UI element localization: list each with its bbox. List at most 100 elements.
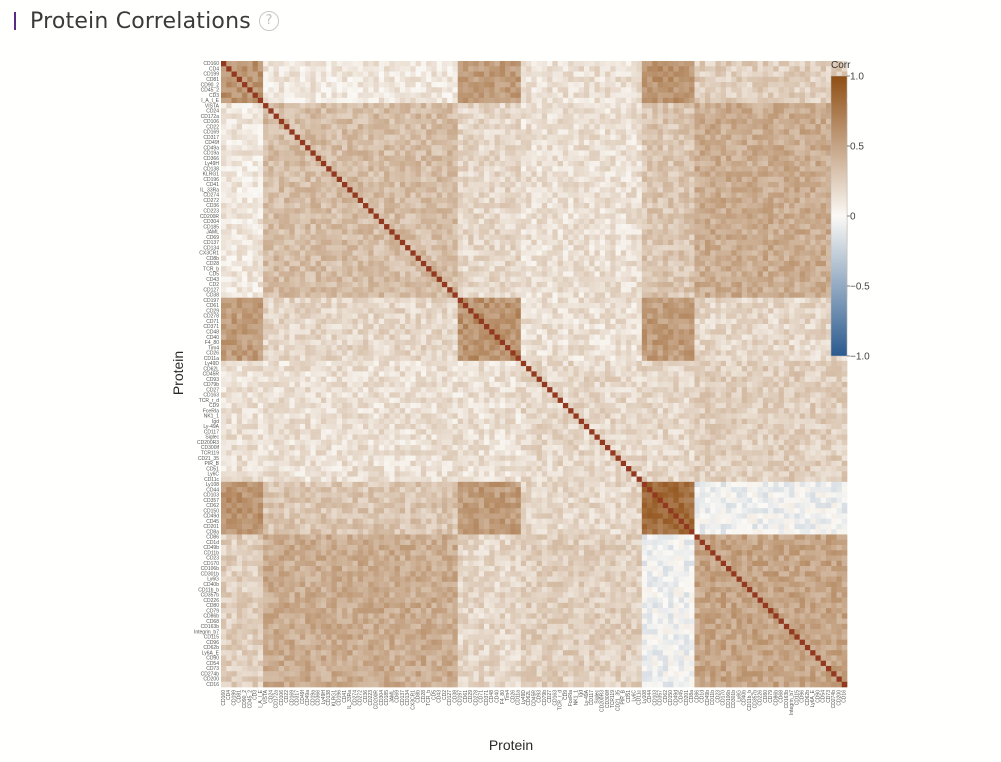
heatmap-cell[interactable]: [689, 271, 695, 278]
heatmap-cell[interactable]: [783, 224, 790, 230]
heatmap-cell[interactable]: [647, 271, 653, 278]
heatmap-cell[interactable]: [657, 139, 664, 146]
heatmap-cell[interactable]: [610, 129, 616, 135]
heatmap-cell[interactable]: [289, 203, 295, 209]
heatmap-cell[interactable]: [526, 124, 532, 130]
heatmap-cell[interactable]: [526, 71, 532, 78]
heatmap-cell[interactable]: [594, 229, 601, 235]
heatmap-cell[interactable]: [378, 208, 385, 214]
heatmap-cell[interactable]: [804, 234, 811, 241]
heatmap-cell[interactable]: [468, 192, 474, 199]
heatmap-cell[interactable]: [242, 113, 248, 120]
heatmap-cell[interactable]: [694, 103, 701, 109]
heatmap-cell[interactable]: [363, 266, 369, 272]
heatmap-cell[interactable]: [341, 145, 348, 151]
heatmap-cell[interactable]: [278, 181, 285, 188]
heatmap-cell[interactable]: [678, 92, 685, 99]
heatmap-cell[interactable]: [310, 192, 317, 199]
heatmap-cell[interactable]: [320, 124, 327, 130]
heatmap-cell[interactable]: [394, 61, 401, 67]
heatmap-cell[interactable]: [294, 145, 301, 151]
heatmap-cell[interactable]: [315, 66, 322, 72]
heatmap-cell[interactable]: [431, 92, 438, 99]
heatmap-cell[interactable]: [494, 192, 501, 199]
heatmap-cell[interactable]: [747, 160, 753, 167]
heatmap-cell[interactable]: [783, 266, 790, 272]
heatmap-cell[interactable]: [331, 129, 338, 135]
heatmap-cell[interactable]: [583, 150, 590, 157]
heatmap-cell[interactable]: [499, 276, 506, 283]
heatmap-cell[interactable]: [368, 271, 374, 278]
heatmap-cell[interactable]: [394, 266, 401, 272]
heatmap-cell[interactable]: [520, 103, 527, 109]
heatmap-cell[interactable]: [242, 203, 248, 209]
heatmap-cell[interactable]: [594, 108, 601, 114]
heatmap-cell[interactable]: [599, 213, 606, 220]
heatmap-cell[interactable]: [757, 255, 764, 262]
heatmap-cell[interactable]: [363, 203, 369, 209]
heatmap-cell[interactable]: [520, 97, 527, 104]
heatmap-cell[interactable]: [594, 245, 601, 251]
heatmap-cell[interactable]: [547, 61, 553, 67]
heatmap-cell[interactable]: [420, 218, 427, 225]
heatmap-cell[interactable]: [499, 245, 506, 251]
heatmap-cell[interactable]: [694, 266, 701, 272]
heatmap-cell[interactable]: [536, 234, 543, 241]
heatmap-cell[interactable]: [410, 213, 416, 220]
heatmap-cell[interactable]: [373, 234, 380, 241]
heatmap-cell[interactable]: [268, 234, 274, 241]
heatmap-cell[interactable]: [626, 171, 632, 178]
heatmap-cell[interactable]: [320, 208, 327, 214]
heatmap-cell[interactable]: [441, 129, 448, 135]
heatmap-cell[interactable]: [457, 61, 464, 67]
heatmap-cell[interactable]: [541, 160, 548, 167]
heatmap-cell[interactable]: [431, 255, 438, 262]
heatmap-cell[interactable]: [426, 155, 432, 162]
heatmap-cell[interactable]: [520, 208, 527, 214]
heatmap-cell[interactable]: [810, 234, 816, 241]
heatmap-cell[interactable]: [825, 150, 832, 157]
heatmap-cell[interactable]: [668, 229, 674, 235]
heatmap-cell[interactable]: [594, 71, 601, 78]
heatmap-cell[interactable]: [631, 255, 637, 262]
heatmap-cell[interactable]: [605, 92, 611, 99]
heatmap-cell[interactable]: [499, 150, 506, 157]
heatmap-cell[interactable]: [326, 97, 332, 104]
heatmap-cell[interactable]: [452, 266, 459, 272]
heatmap-cell[interactable]: [226, 266, 232, 272]
heatmap-cell[interactable]: [252, 218, 259, 225]
heatmap-cell[interactable]: [573, 61, 580, 67]
heatmap-cell[interactable]: [384, 260, 390, 267]
heatmap-cell[interactable]: [410, 203, 416, 209]
heatmap-cell[interactable]: [373, 82, 380, 88]
heatmap-cell[interactable]: [583, 229, 590, 235]
heatmap-cell[interactable]: [804, 103, 811, 109]
heatmap-cell[interactable]: [331, 113, 338, 120]
heatmap-cell[interactable]: [631, 234, 637, 241]
heatmap-cell[interactable]: [757, 245, 764, 251]
heatmap-cell[interactable]: [726, 187, 732, 193]
heatmap-cell[interactable]: [320, 213, 327, 220]
heatmap-cell[interactable]: [552, 103, 559, 109]
heatmap-cell[interactable]: [804, 245, 811, 251]
heatmap-cell[interactable]: [236, 208, 243, 214]
heatmap-cell[interactable]: [683, 82, 690, 88]
heatmap-cell[interactable]: [252, 229, 259, 235]
heatmap-cell[interactable]: [583, 255, 590, 262]
heatmap-cell[interactable]: [341, 197, 348, 204]
heatmap-cell[interactable]: [694, 245, 701, 251]
heatmap-cell[interactable]: [599, 166, 606, 172]
heatmap-cell[interactable]: [547, 66, 553, 72]
heatmap-cell[interactable]: [657, 266, 664, 272]
heatmap-cell[interactable]: [510, 134, 516, 141]
heatmap-cell[interactable]: [589, 160, 595, 167]
heatmap-cell[interactable]: [704, 250, 711, 256]
heatmap-cell[interactable]: [683, 234, 690, 241]
heatmap-cell[interactable]: [752, 92, 758, 99]
heatmap-cell[interactable]: [305, 187, 311, 193]
heatmap-cell[interactable]: [583, 108, 590, 114]
heatmap-cell[interactable]: [347, 192, 353, 199]
heatmap-cell[interactable]: [520, 218, 527, 225]
heatmap-cell[interactable]: [568, 118, 574, 125]
heatmap-cell[interactable]: [363, 218, 369, 225]
